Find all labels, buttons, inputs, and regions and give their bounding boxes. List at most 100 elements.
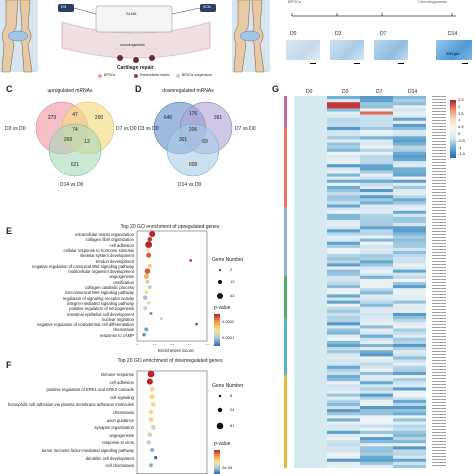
heatmap-cell bbox=[294, 424, 327, 428]
heatmap-cell bbox=[327, 96, 360, 100]
heatmap-cell bbox=[327, 449, 360, 453]
heatmap-color-scale bbox=[450, 100, 456, 158]
heatmap-cell bbox=[393, 461, 426, 466]
go-term-label: chemotaxis bbox=[112, 327, 134, 333]
go-down-size-81: 81 bbox=[230, 423, 235, 428]
go-down-size-8: 8 bbox=[230, 393, 233, 398]
heatmap-cell bbox=[393, 433, 426, 438]
schematic-chondrogenesis-label: chondrogenesis bbox=[120, 43, 145, 47]
heatmap-cell bbox=[327, 164, 360, 168]
heatmap-cell bbox=[360, 399, 393, 404]
heatmap-cell bbox=[393, 322, 426, 326]
heatmap-cell bbox=[393, 251, 426, 255]
go-point bbox=[144, 290, 149, 295]
heatmap-cell bbox=[393, 334, 426, 338]
heatmap-cell bbox=[393, 170, 426, 174]
heatmap-cell bbox=[360, 340, 393, 345]
heatmap-cell bbox=[294, 117, 327, 121]
heatmap-cell bbox=[294, 198, 327, 202]
heatmap-cell bbox=[393, 269, 426, 273]
heatmap-cell bbox=[360, 235, 393, 239]
heatmap-cell bbox=[294, 192, 327, 196]
schematic-panel: EM SLNA SCM chondrogenesis Cartilage rep… bbox=[0, 0, 270, 80]
heatmap-cell bbox=[327, 402, 360, 407]
heatmap-cell bbox=[294, 120, 327, 125]
heatmap-cell bbox=[327, 133, 360, 137]
heatmap-cell bbox=[393, 288, 426, 292]
heatmap-cell bbox=[327, 430, 360, 435]
heatmap-cell bbox=[294, 337, 327, 342]
heatmap-cell bbox=[294, 340, 327, 345]
venn-up-num: 273 bbox=[47, 115, 57, 121]
heatmap-cell bbox=[393, 458, 426, 462]
timeline-panel: BPSCs Chondrogenesis D0 D3 D7 D14 200 μm bbox=[284, 0, 474, 80]
heatmap-cell bbox=[294, 378, 327, 382]
go-term-label: extracellular matrix organization bbox=[74, 232, 134, 237]
go-down-color-legend-title: p-value bbox=[214, 441, 231, 447]
heatmap-cell bbox=[327, 350, 360, 354]
panel-letter-f: F bbox=[6, 360, 12, 370]
heatmap-cell bbox=[294, 189, 327, 193]
heatmap-cell bbox=[294, 204, 327, 208]
heatmap-cell bbox=[294, 272, 327, 276]
heatmap-cell bbox=[393, 368, 426, 373]
heatmap-cell bbox=[360, 393, 393, 397]
heatmap-cell bbox=[294, 133, 327, 137]
heatmap-cell bbox=[327, 452, 360, 456]
heatmap-grid bbox=[284, 96, 426, 468]
go-point bbox=[154, 455, 158, 460]
go-term-label: non-canonical Wnt signaling pathway bbox=[64, 290, 134, 296]
heatmap-cell bbox=[393, 244, 426, 249]
heatmap-cell bbox=[393, 375, 426, 379]
heatmap-cell bbox=[327, 446, 360, 450]
heatmap-cell bbox=[393, 151, 426, 156]
heatmap-cell bbox=[294, 136, 327, 140]
heatmap-cell bbox=[327, 303, 360, 307]
heatmap-cell bbox=[327, 313, 360, 317]
go-down-color-legend bbox=[214, 450, 220, 474]
heatmap-cell bbox=[294, 294, 327, 298]
heatmap-scale-tick: -1 bbox=[458, 144, 462, 150]
heatmap-cell bbox=[393, 399, 426, 404]
heatmap-cell bbox=[327, 136, 360, 140]
heatmap-cell bbox=[327, 440, 360, 444]
heatmap-cell bbox=[294, 334, 327, 338]
heatmap-cell bbox=[327, 223, 360, 227]
heatmap-cell bbox=[393, 173, 426, 177]
go-up-title: Top 20 GO enrichment of upregulated gene… bbox=[120, 224, 220, 230]
heatmap-cell bbox=[393, 393, 426, 397]
heatmap-scale-tick: 1 bbox=[458, 117, 461, 123]
go-term-label: cell adhesion bbox=[109, 379, 134, 385]
heatmap-cell bbox=[360, 102, 393, 106]
heatmap-cell bbox=[393, 362, 426, 366]
heatmap-cell bbox=[294, 213, 327, 218]
heatmap-cell bbox=[327, 325, 360, 329]
panel-letter-g: G bbox=[272, 84, 280, 94]
heatmap-cell bbox=[393, 356, 426, 360]
heatmap-cell bbox=[393, 102, 426, 106]
heatmap-cell bbox=[393, 192, 426, 196]
heatmap-cell bbox=[393, 278, 426, 283]
heatmap-cell bbox=[294, 158, 327, 162]
heatmap-cell bbox=[360, 210, 393, 214]
heatmap-cell bbox=[360, 120, 393, 125]
heatmap-cell bbox=[294, 433, 327, 438]
heatmap-cell bbox=[393, 133, 426, 137]
heatmap-cell bbox=[393, 297, 426, 301]
go-point bbox=[146, 252, 152, 258]
heatmap-cell bbox=[294, 235, 327, 239]
heatmap-cell bbox=[360, 378, 393, 382]
heatmap-cell bbox=[294, 316, 327, 320]
heatmap-cell bbox=[360, 406, 393, 410]
heatmap-cell bbox=[327, 378, 360, 382]
venn-up-title: upregulated mRNAs bbox=[47, 88, 93, 94]
heatmap-cell bbox=[393, 384, 426, 388]
heatmap-cell bbox=[327, 192, 360, 196]
heatmap-cell bbox=[360, 418, 393, 422]
heatmap-cell bbox=[360, 238, 393, 242]
heatmap-cell bbox=[360, 313, 393, 317]
heatmap-cell bbox=[327, 114, 360, 118]
day-label-d14: D14 bbox=[448, 31, 458, 37]
heatmap-cell bbox=[360, 226, 393, 230]
heatmap-cell bbox=[360, 316, 393, 320]
